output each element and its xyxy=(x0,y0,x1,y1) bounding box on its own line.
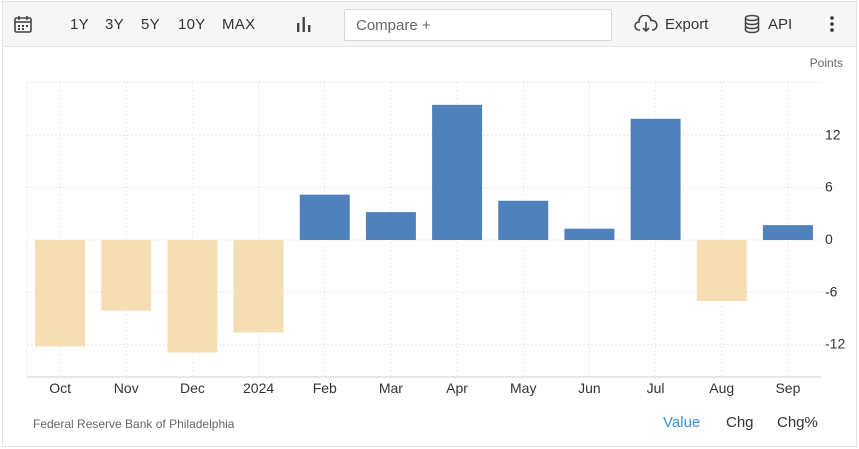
x-tick-label: Dec xyxy=(180,380,205,396)
range-10y-button[interactable]: 10Y xyxy=(178,15,206,33)
y-tick-label: 12 xyxy=(825,126,841,142)
bar-apr[interactable] xyxy=(432,104,483,240)
bar-aug[interactable] xyxy=(696,240,747,302)
x-tick-label: Sep xyxy=(775,380,800,396)
export-label: Export xyxy=(665,15,709,33)
y-tick-label: -6 xyxy=(825,283,838,299)
export-button[interactable]: Export xyxy=(634,2,708,46)
range-max-button[interactable]: MAX xyxy=(222,15,256,33)
bar-dec[interactable] xyxy=(167,240,218,353)
chart-bars xyxy=(35,104,813,353)
bar-may[interactable] xyxy=(498,200,549,240)
range-1y-button[interactable]: 1Y xyxy=(70,15,89,33)
bar-sep[interactable] xyxy=(762,225,813,240)
chart-grid xyxy=(26,81,821,378)
bar-feb[interactable] xyxy=(299,194,350,240)
cloud-download-icon xyxy=(634,15,658,33)
x-tick-label: Apr xyxy=(446,380,468,396)
y-tick-label: 6 xyxy=(825,179,833,195)
bar-jun[interactable] xyxy=(564,228,615,240)
y-axis-label: Points xyxy=(810,56,843,70)
bar-2024[interactable] xyxy=(233,240,284,333)
y-tick-label: -12 xyxy=(825,336,845,352)
bar-nov[interactable] xyxy=(101,240,152,311)
compare-input[interactable] xyxy=(344,9,612,41)
x-tick-label: Jun xyxy=(578,380,601,396)
bar-mar[interactable] xyxy=(365,212,416,240)
x-tick-label: Nov xyxy=(114,380,139,396)
x-tick-label: Mar xyxy=(379,380,403,396)
range-3y-button[interactable]: 3Y xyxy=(105,15,124,33)
vertical-dots-icon[interactable] xyxy=(829,2,835,46)
y-axis-ticks: 12 6 0 -6 -12 xyxy=(825,126,845,351)
api-button[interactable]: API xyxy=(744,2,792,46)
x-tick-label: Aug xyxy=(709,380,734,396)
range-5y-button[interactable]: 5Y xyxy=(141,15,160,33)
x-tick-label: Jul xyxy=(647,380,665,396)
calendar-icon[interactable] xyxy=(12,2,34,46)
source-label: Federal Reserve Bank of Philadelphia xyxy=(33,417,235,431)
toolbar: 1Y 3Y 5Y 10Y MAX Export xyxy=(3,2,856,47)
api-label: API xyxy=(768,15,793,33)
x-tick-label: 2024 xyxy=(243,380,274,396)
database-icon xyxy=(744,14,760,34)
x-tick-label: Feb xyxy=(313,380,337,396)
x-tick-label: Oct xyxy=(49,380,71,396)
bar-jul[interactable] xyxy=(630,118,681,240)
bar-oct[interactable] xyxy=(35,240,86,347)
bar-chart-icon[interactable] xyxy=(295,2,313,46)
tab-chg-percent[interactable]: Chg% xyxy=(777,414,818,431)
tab-value[interactable]: Value xyxy=(663,414,701,431)
x-axis-ticks: Oct Nov Dec 2024 Feb Mar Apr May Jun Jul Aug Sep xyxy=(49,380,800,396)
tab-chg[interactable]: Chg xyxy=(726,414,754,431)
x-tick-label: May xyxy=(510,380,536,396)
y-tick-label: 0 xyxy=(825,231,833,247)
